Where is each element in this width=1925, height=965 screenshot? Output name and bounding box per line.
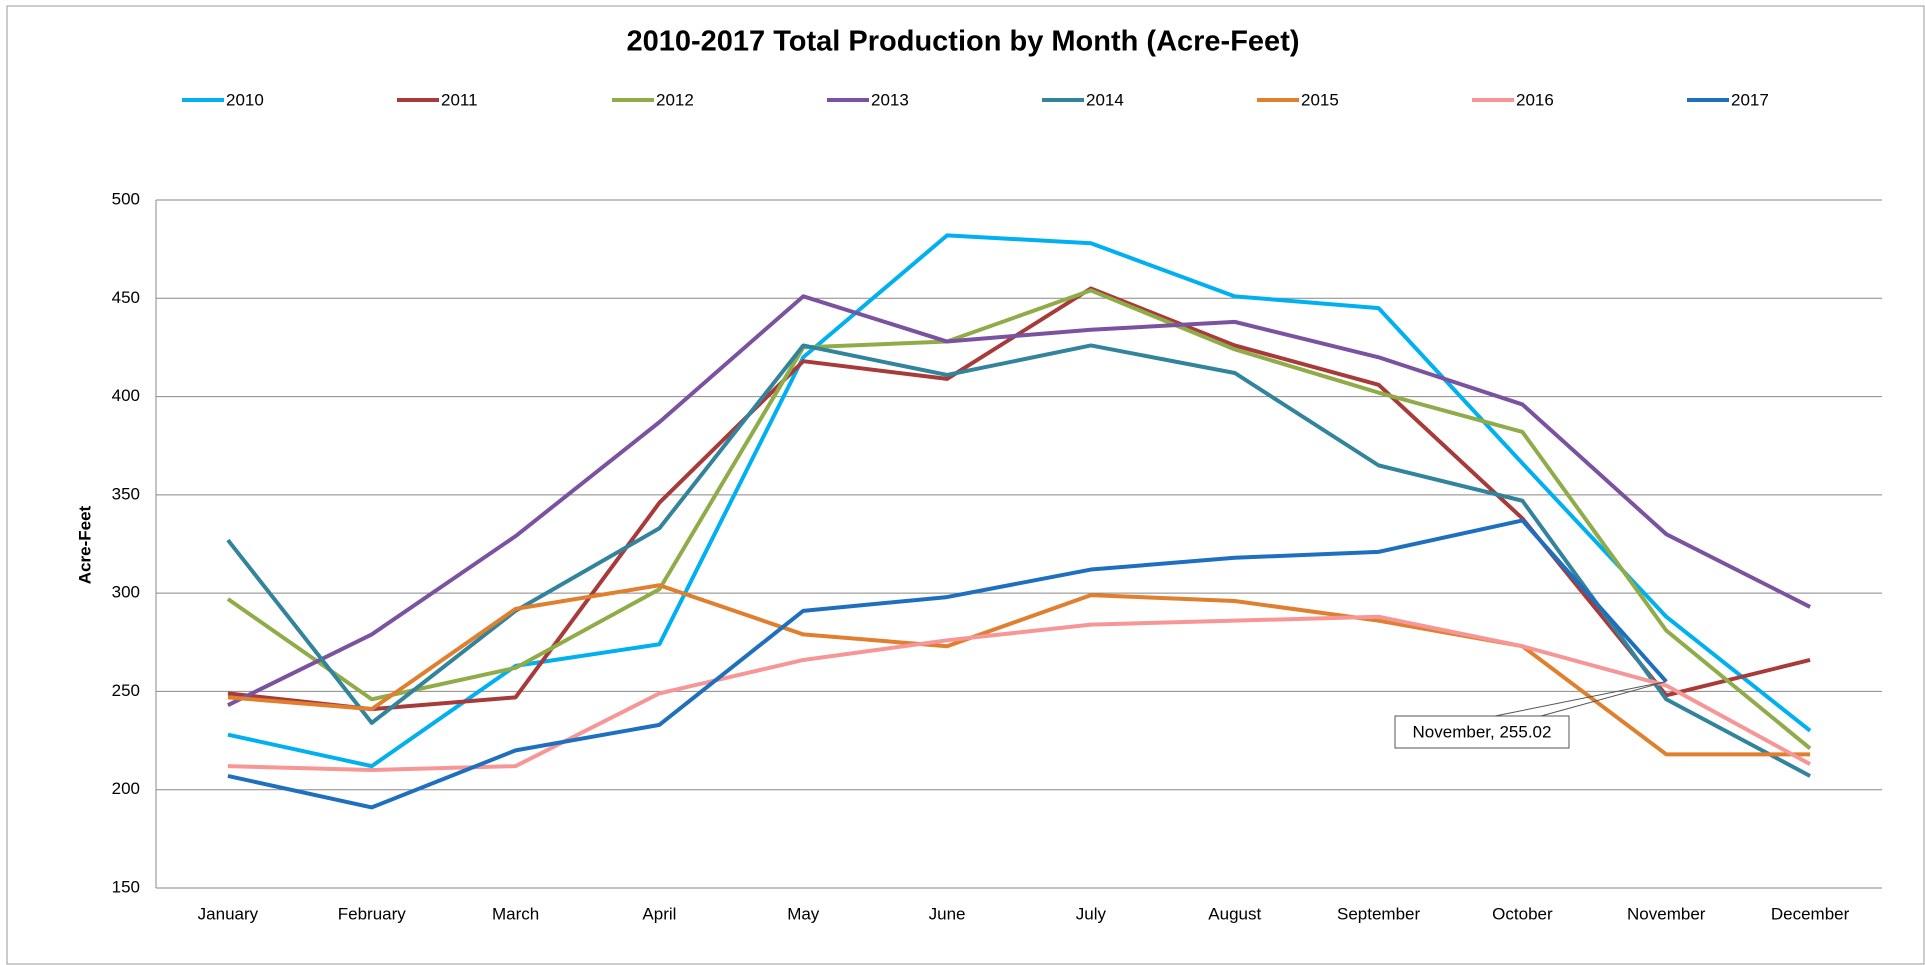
x-tick-label: December bbox=[1771, 904, 1850, 923]
annotation-leader bbox=[1540, 681, 1667, 717]
y-tick-label: 450 bbox=[112, 288, 140, 307]
x-tick-label: August bbox=[1208, 904, 1261, 923]
x-tick-label: January bbox=[198, 904, 259, 923]
x-tick-label: February bbox=[338, 904, 407, 923]
y-tick-label: 250 bbox=[112, 681, 140, 700]
series-line bbox=[227, 233, 1812, 769]
y-tick-label: 200 bbox=[112, 779, 140, 798]
series-line bbox=[226, 343, 1812, 778]
x-tick-label: July bbox=[1076, 904, 1107, 923]
x-tick-label: April bbox=[642, 904, 676, 923]
series-line bbox=[227, 614, 1812, 773]
x-tick-label: September bbox=[1337, 904, 1420, 923]
legend-label: 2011 bbox=[441, 90, 478, 109]
legend-label: 2015 bbox=[1301, 90, 1339, 109]
x-tick-label: October bbox=[1492, 904, 1553, 923]
legend-label: 2013 bbox=[871, 90, 909, 109]
x-tick-label: November bbox=[1627, 904, 1706, 923]
annotation-leader bbox=[1494, 681, 1667, 717]
legend-label: 2014 bbox=[1086, 90, 1124, 109]
y-tick-label: 500 bbox=[112, 189, 140, 208]
chart-frame bbox=[6, 5, 1925, 965]
y-tick-label: 150 bbox=[112, 877, 140, 896]
annotation-box bbox=[1394, 715, 1570, 749]
legend-label: 2010 bbox=[226, 90, 264, 109]
x-tick-label: March bbox=[492, 904, 539, 923]
annotation-text: November, 255.02 bbox=[1413, 722, 1552, 741]
y-axis-label: Acre-Feet bbox=[75, 505, 94, 584]
x-tick-label: June bbox=[929, 904, 966, 923]
y-tick-label: 400 bbox=[112, 386, 140, 405]
series-line bbox=[227, 518, 1668, 810]
y-tick-label: 350 bbox=[112, 484, 140, 503]
legend-label: 2012 bbox=[656, 90, 694, 109]
series-line bbox=[226, 288, 1812, 750]
x-tick-label: May bbox=[787, 904, 820, 923]
series-line bbox=[227, 583, 1811, 757]
chart-title: 2010-2017 Total Production by Month (Acr… bbox=[626, 26, 1299, 58]
legend-label: 2016 bbox=[1516, 90, 1554, 109]
y-tick-label: 300 bbox=[112, 583, 140, 602]
series-line bbox=[227, 294, 1811, 707]
legend-label: 2017 bbox=[1731, 90, 1769, 109]
